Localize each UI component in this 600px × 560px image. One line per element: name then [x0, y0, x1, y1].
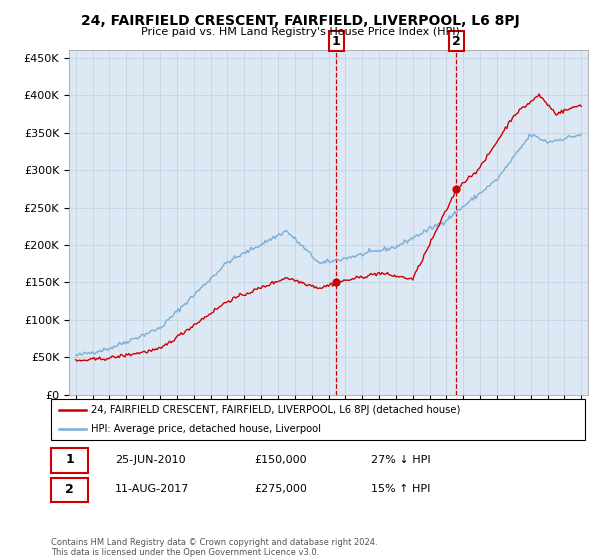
Text: 15% ↑ HPI: 15% ↑ HPI — [371, 484, 431, 494]
Text: 27% ↓ HPI: 27% ↓ HPI — [371, 455, 431, 465]
Text: £150,000: £150,000 — [254, 455, 307, 465]
Text: 11-AUG-2017: 11-AUG-2017 — [115, 484, 190, 494]
Text: HPI: Average price, detached house, Liverpool: HPI: Average price, detached house, Live… — [91, 424, 321, 433]
Text: 1: 1 — [65, 453, 74, 466]
Text: 24, FAIRFIELD CRESCENT, FAIRFIELD, LIVERPOOL, L6 8PJ: 24, FAIRFIELD CRESCENT, FAIRFIELD, LIVER… — [80, 14, 520, 28]
FancyBboxPatch shape — [51, 399, 585, 440]
Text: 2: 2 — [452, 35, 461, 48]
Text: 25-JUN-2010: 25-JUN-2010 — [115, 455, 186, 465]
Text: 1: 1 — [332, 35, 341, 48]
Text: Price paid vs. HM Land Registry's House Price Index (HPI): Price paid vs. HM Land Registry's House … — [140, 27, 460, 37]
Text: Contains HM Land Registry data © Crown copyright and database right 2024.
This d: Contains HM Land Registry data © Crown c… — [51, 538, 377, 557]
FancyBboxPatch shape — [51, 478, 88, 502]
FancyBboxPatch shape — [51, 448, 88, 473]
Point — [451, 184, 461, 193]
Text: 24, FAIRFIELD CRESCENT, FAIRFIELD, LIVERPOOL, L6 8PJ (detached house): 24, FAIRFIELD CRESCENT, FAIRFIELD, LIVER… — [91, 405, 460, 415]
Point — [331, 278, 341, 287]
Text: £275,000: £275,000 — [254, 484, 307, 494]
Text: 2: 2 — [65, 483, 74, 496]
